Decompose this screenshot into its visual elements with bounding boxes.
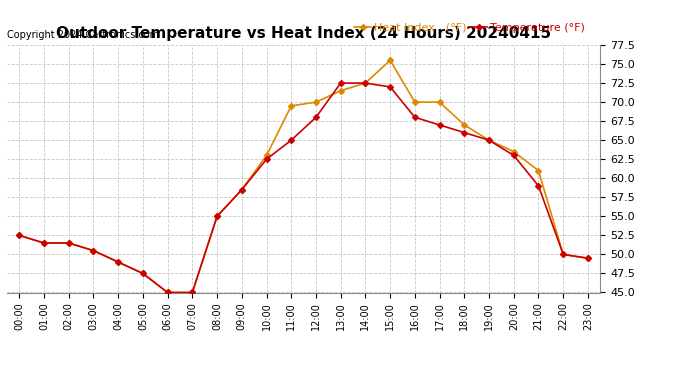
Temperature (°F): [262, 157, 270, 162]
Heat Index (°F): [287, 104, 295, 108]
Temperature (°F): [337, 81, 345, 86]
Temperature (°F): [411, 115, 419, 120]
Temperature (°F): [114, 260, 122, 264]
Temperature (°F): [435, 123, 444, 127]
Temperature (°F): [40, 241, 48, 245]
Temperature (°F): [188, 290, 197, 295]
Temperature (°F): [164, 290, 172, 295]
Heat Index (°F): [411, 100, 419, 104]
Heat Index (°F): [65, 241, 73, 245]
Heat Index (°F): [584, 256, 592, 261]
Temperature (°F): [510, 153, 518, 158]
Temperature (°F): [237, 188, 246, 192]
Temperature (°F): [559, 252, 567, 257]
Temperature (°F): [89, 248, 97, 253]
Heat Index (°F): [188, 290, 197, 295]
Line: Heat Index (°F): Heat Index (°F): [17, 58, 590, 295]
Text: Copyright 2024 Cartronics.com: Copyright 2024 Cartronics.com: [7, 30, 159, 40]
Heat Index (°F): [89, 248, 97, 253]
Line: Temperature (°F): Temperature (°F): [17, 81, 590, 295]
Heat Index (°F): [139, 271, 147, 276]
Temperature (°F): [386, 85, 394, 89]
Heat Index (°F): [559, 252, 567, 257]
Title: Outdoor Temperature vs Heat Index (24 Hours) 20240415: Outdoor Temperature vs Heat Index (24 Ho…: [56, 26, 551, 41]
Heat Index (°F): [15, 233, 23, 238]
Heat Index (°F): [460, 123, 469, 127]
Heat Index (°F): [237, 188, 246, 192]
Legend: Heat Index (°F), Temperature (°F): Heat Index (°F), Temperature (°F): [350, 18, 589, 37]
Heat Index (°F): [114, 260, 122, 264]
Heat Index (°F): [312, 100, 320, 104]
Heat Index (°F): [262, 153, 270, 158]
Heat Index (°F): [386, 58, 394, 63]
Heat Index (°F): [362, 81, 370, 86]
Temperature (°F): [362, 81, 370, 86]
Heat Index (°F): [164, 290, 172, 295]
Temperature (°F): [534, 184, 542, 188]
Temperature (°F): [139, 271, 147, 276]
Temperature (°F): [312, 115, 320, 120]
Temperature (°F): [584, 256, 592, 261]
Temperature (°F): [287, 138, 295, 142]
Heat Index (°F): [337, 88, 345, 93]
Heat Index (°F): [485, 138, 493, 142]
Temperature (°F): [15, 233, 23, 238]
Heat Index (°F): [510, 149, 518, 154]
Temperature (°F): [485, 138, 493, 142]
Heat Index (°F): [213, 214, 221, 219]
Temperature (°F): [213, 214, 221, 219]
Heat Index (°F): [435, 100, 444, 104]
Temperature (°F): [460, 130, 469, 135]
Heat Index (°F): [40, 241, 48, 245]
Heat Index (°F): [534, 168, 542, 173]
Temperature (°F): [65, 241, 73, 245]
